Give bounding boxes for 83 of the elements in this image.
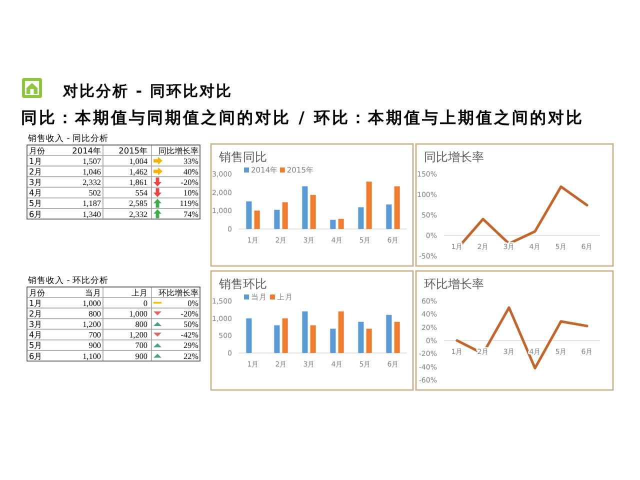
data-label: 1,046 <box>82 167 101 176</box>
y-tick-label: 5月 <box>29 198 42 208</box>
x-tick-label: 当月 <box>85 287 101 298</box>
data-label: 800 <box>88 309 101 318</box>
bar <box>386 314 392 353</box>
bar <box>246 201 252 229</box>
x-tick-label: 上月 <box>132 287 148 298</box>
bar <box>366 182 372 229</box>
data-label: 1,340 <box>82 210 101 219</box>
data-label: 700 <box>135 341 148 350</box>
y-tick-label: 1月 <box>29 298 42 308</box>
data-label: 1,462 <box>129 167 148 176</box>
data-label: 1,000 <box>129 309 148 318</box>
x-tick-label: 环比增长率 <box>158 287 198 298</box>
y-tick-label: 3月 <box>29 177 42 187</box>
text: 对比分析 - 同环比对比 <box>62 82 233 100</box>
data-label: 2,332 <box>129 210 148 219</box>
bar <box>302 186 308 229</box>
x-tick-label: 2014年 <box>72 145 101 156</box>
data-label: 2,585 <box>129 199 148 208</box>
bar <box>386 204 392 229</box>
x-tick-label: 2015年 <box>118 145 148 156</box>
bar <box>274 325 280 353</box>
y-tick-label: 2月 <box>29 166 42 176</box>
x-tick-label: 同比增长率 <box>158 145 198 156</box>
bar <box>310 194 316 229</box>
data-label: 900 <box>88 341 101 350</box>
y-tick-label: 4月 <box>29 330 42 340</box>
bar <box>358 207 364 229</box>
data-label: 1,507 <box>82 156 101 166</box>
data-label: 29% <box>183 341 199 350</box>
data-label: 1,200 <box>82 320 101 329</box>
y-tick-label: 4月 <box>29 188 42 198</box>
y-axis-title: 月份 <box>29 145 45 156</box>
bar <box>282 318 288 353</box>
data-label: 22% <box>183 352 199 361</box>
data-label: 1,200 <box>129 330 148 340</box>
bar <box>338 311 344 353</box>
data-label: 1,187 <box>82 199 101 208</box>
y-tick-label: 6月 <box>29 208 42 219</box>
chart-title: 销售同比 <box>218 150 267 164</box>
bar <box>358 322 364 353</box>
data-label: 74% <box>183 210 199 219</box>
data-label: -20% <box>180 178 199 187</box>
data-label: 0% <box>188 298 199 308</box>
data-label: 800 <box>135 320 148 329</box>
bar <box>330 328 336 353</box>
bar <box>394 186 400 229</box>
bar <box>274 210 280 229</box>
data-label: 0 <box>143 298 148 308</box>
bar <box>330 220 336 229</box>
bar <box>366 328 372 353</box>
data-label: 119% <box>180 199 199 208</box>
data-label: 40% <box>183 167 199 176</box>
data-label: 1,861 <box>129 178 148 187</box>
data-label: 1,000 <box>82 298 101 308</box>
data-label: 900 <box>135 352 148 361</box>
data-label: 1,100 <box>82 352 101 361</box>
data-label: 502 <box>88 188 101 198</box>
bar <box>310 325 316 353</box>
bar <box>254 210 260 229</box>
y-tick-label: 2月 <box>29 308 42 318</box>
bar <box>246 318 252 353</box>
bar <box>282 202 288 229</box>
chart-title: 销售环比 <box>218 277 267 291</box>
y-tick-label: 1月 <box>29 156 42 166</box>
data-label: -20% <box>180 309 199 318</box>
data-label: 50% <box>183 320 199 329</box>
y-tick-label: 3月 <box>29 319 42 329</box>
text: 同比：本期值与同期值之间的对比 / 环比：本期值与上期值之间的对比 <box>21 108 584 127</box>
bar <box>338 218 344 229</box>
chart-title: 销售收入 - 同比分析 <box>27 133 108 144</box>
data-label: -42% <box>180 330 199 340</box>
data-label: 2,332 <box>82 178 101 187</box>
chart-title: 销售收入 - 环比分析 <box>27 275 108 286</box>
data-label: 700 <box>88 330 101 340</box>
y-axis-title: 月份 <box>29 287 45 298</box>
data-label: 10% <box>183 188 199 198</box>
data-label: 1,004 <box>129 156 148 166</box>
data-label: 554 <box>135 188 148 198</box>
data-label: 33% <box>183 156 199 166</box>
bar <box>394 322 400 353</box>
bar <box>302 311 308 353</box>
